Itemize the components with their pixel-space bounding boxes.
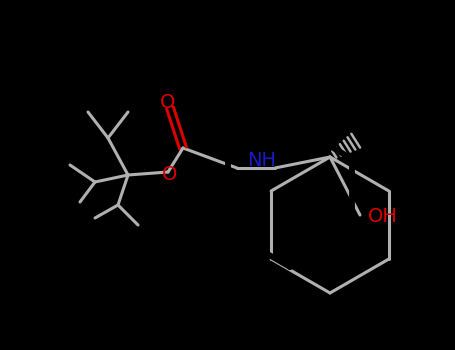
Text: NH: NH — [247, 150, 276, 169]
Text: O: O — [162, 164, 178, 183]
Text: O: O — [160, 92, 176, 112]
Text: OH: OH — [368, 208, 398, 226]
